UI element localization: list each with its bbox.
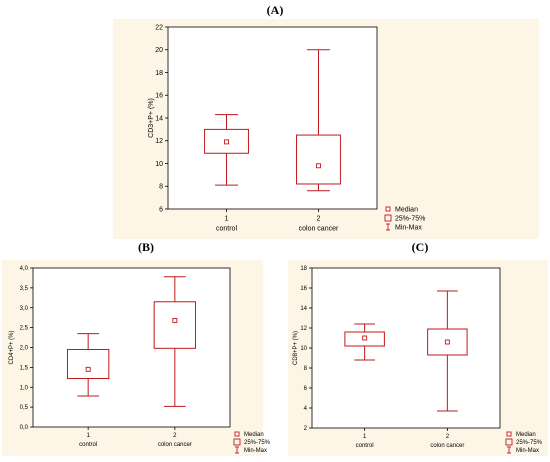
y-tick-label: 0,5 xyxy=(20,405,29,411)
box-colon-cancer xyxy=(296,49,341,192)
box-colon-cancer xyxy=(153,276,197,407)
y-tick-label: 20 xyxy=(155,47,163,54)
plot-area xyxy=(167,26,378,210)
x-tick-label: 1 xyxy=(86,433,90,439)
y-tick-label: 22 xyxy=(155,24,163,31)
y-tick-label: 12 xyxy=(155,138,163,145)
y-tick-label: 2 xyxy=(304,426,308,432)
legend-median-label: Median xyxy=(395,206,418,213)
median-marker xyxy=(224,139,229,145)
median-marker xyxy=(362,335,368,341)
iqr-box xyxy=(296,134,341,185)
legend-box-marker xyxy=(505,438,513,446)
plot-area xyxy=(32,267,231,428)
y-tick-label: 3,5 xyxy=(20,286,29,292)
y-axis-label: CD4+P+ (%) xyxy=(9,330,15,364)
y-tick-label: 12 xyxy=(300,326,307,332)
legend-minmax-label: Min-Max xyxy=(516,448,539,454)
iqr-box xyxy=(427,328,468,356)
legend-box-marker xyxy=(384,214,392,222)
panel-label-b: (B) xyxy=(138,240,154,254)
x-tick-label: 1 xyxy=(363,434,367,440)
x-tick-label: 2 xyxy=(173,433,177,439)
y-axis-label: CD3+P+ (%) xyxy=(148,98,155,138)
y-tick-label: 0,0 xyxy=(20,425,29,431)
legend-box-label: 25%-75% xyxy=(244,440,271,446)
median-marker xyxy=(85,366,91,372)
legend-minmax-label: Min-Max xyxy=(395,224,422,231)
x-group-label: control xyxy=(356,443,374,449)
legend-median-label: Median xyxy=(244,432,264,438)
y-tick-label: 16 xyxy=(155,93,163,100)
legend-median-marker xyxy=(506,431,512,437)
box-control xyxy=(204,114,249,186)
legend-minmax-label: Min-Max xyxy=(244,448,267,454)
legend-box-label: 25%-75% xyxy=(516,440,543,446)
plot-area xyxy=(311,267,501,429)
y-tick-label: 2,0 xyxy=(20,346,29,352)
y-tick-label: 4 xyxy=(304,406,308,412)
x-group-label: colon cancer xyxy=(299,226,339,233)
y-tick-label: 1,5 xyxy=(20,365,29,371)
y-tick-label: 3,0 xyxy=(20,306,29,312)
median-marker xyxy=(172,318,178,323)
x-tick-label: 1 xyxy=(225,216,229,223)
y-tick-label: 10 xyxy=(300,346,307,352)
iqr-box xyxy=(344,331,385,347)
y-tick-label: 6 xyxy=(304,386,308,392)
y-tick-label: 8 xyxy=(304,366,308,372)
y-tick-label: 14 xyxy=(300,306,307,312)
x-group-label: colon cancer xyxy=(158,442,192,448)
x-group-label: control xyxy=(79,442,97,448)
y-tick-label: 18 xyxy=(155,70,163,77)
x-tick-label: 2 xyxy=(446,434,450,440)
box-control xyxy=(66,333,110,397)
panel-label-a: (A) xyxy=(266,3,284,17)
x-group-label: control xyxy=(216,226,237,233)
x-tick-label: 2 xyxy=(317,216,321,223)
panel-label-c: (C) xyxy=(411,240,429,254)
legend-box-label: 25%-75% xyxy=(395,215,425,222)
y-axis-label: CD8+P+ (%) xyxy=(293,331,299,365)
median-marker xyxy=(444,339,450,345)
y-tick-label: 10 xyxy=(155,161,163,168)
y-tick-label: 2,5 xyxy=(20,326,29,332)
y-tick-label: 18 xyxy=(300,266,307,272)
y-tick-label: 4,0 xyxy=(20,266,29,272)
median-marker xyxy=(316,163,321,169)
y-tick-label: 6 xyxy=(159,206,163,213)
y-tick-label: 16 xyxy=(300,286,307,292)
y-tick-label: 1,0 xyxy=(20,385,29,391)
x-group-label: colon cancer xyxy=(430,443,464,449)
iqr-box xyxy=(66,348,110,380)
iqr-box xyxy=(204,128,249,154)
legend-median-marker xyxy=(385,206,391,212)
box-colon-cancer xyxy=(427,290,468,412)
legend-box-marker xyxy=(233,438,241,446)
y-tick-label: 8 xyxy=(159,184,163,191)
box-control xyxy=(344,323,385,361)
iqr-box xyxy=(153,301,197,349)
legend-median-marker xyxy=(234,431,240,437)
legend-median-label: Median xyxy=(516,432,536,438)
y-tick-label: 14 xyxy=(155,115,163,122)
